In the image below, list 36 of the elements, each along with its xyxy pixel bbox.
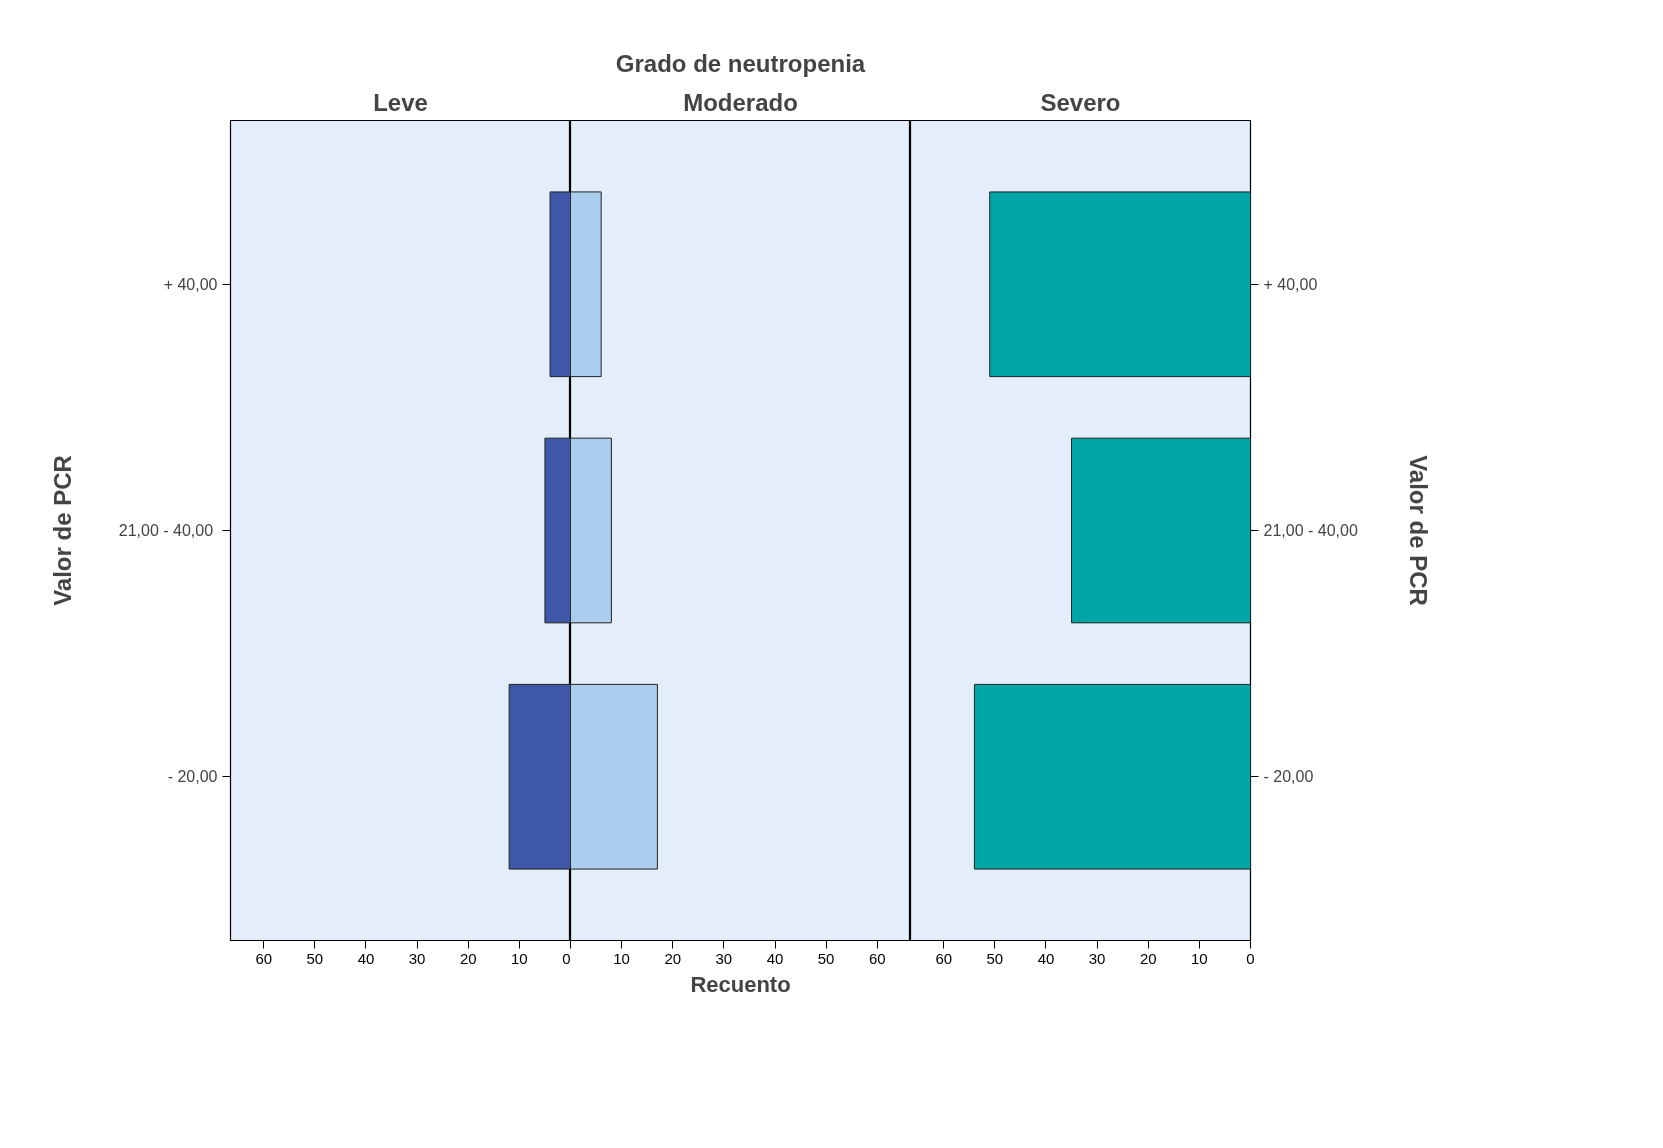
y-tick-label: 21,00 - 40,00	[1263, 522, 1358, 539]
chart-subtitle: Moderado	[683, 88, 798, 116]
x-tick-label: 20	[664, 949, 682, 967]
x-tick-label: 10	[613, 949, 630, 967]
y-tick-label: - 20,00	[167, 768, 218, 786]
y-tick-label: + 40,00	[1263, 275, 1318, 293]
y-axis-title: Valor de PCR	[48, 455, 76, 606]
chart-subtitle: Severo	[1040, 88, 1121, 116]
y-tick-label: 21,00 - 40,00	[118, 522, 214, 539]
bar	[973, 683, 1251, 870]
x-tick-label: 50	[817, 949, 835, 967]
y-tick-label: - 20,00	[1263, 768, 1314, 786]
x-tick-label: 20	[1139, 949, 1157, 967]
x-tick-label: 60	[255, 949, 273, 967]
x-tick-label: 50	[986, 949, 1004, 967]
x-tick-label: 50	[306, 949, 324, 967]
x-tick-label: 60	[868, 949, 886, 967]
x-tick-label: 0	[562, 949, 571, 967]
x-tick-label: 10	[511, 949, 528, 967]
chart-subtitle: Leve	[373, 88, 428, 116]
chart-title: Grado de neutropenia	[615, 49, 866, 77]
x-tick-label: 10	[1191, 949, 1208, 967]
x-tick-label: 0	[1246, 949, 1255, 967]
y2-axis-title: Valor de PCR	[1405, 455, 1433, 606]
x-tick-label: 40	[766, 949, 784, 967]
x-tick-label: 60	[935, 949, 953, 967]
y-tick-label: + 40,00	[163, 275, 218, 293]
x-tick-label: 30	[715, 949, 733, 967]
bar	[1071, 437, 1251, 624]
x-tick-label: 40	[357, 949, 375, 967]
bar	[989, 191, 1251, 378]
x-tick-label: 20	[459, 949, 477, 967]
x-tick-label: 40	[1037, 949, 1055, 967]
x-axis-title: Recuento	[690, 971, 791, 997]
x-tick-label: 30	[1088, 949, 1106, 967]
x-tick-label: 30	[408, 949, 426, 967]
